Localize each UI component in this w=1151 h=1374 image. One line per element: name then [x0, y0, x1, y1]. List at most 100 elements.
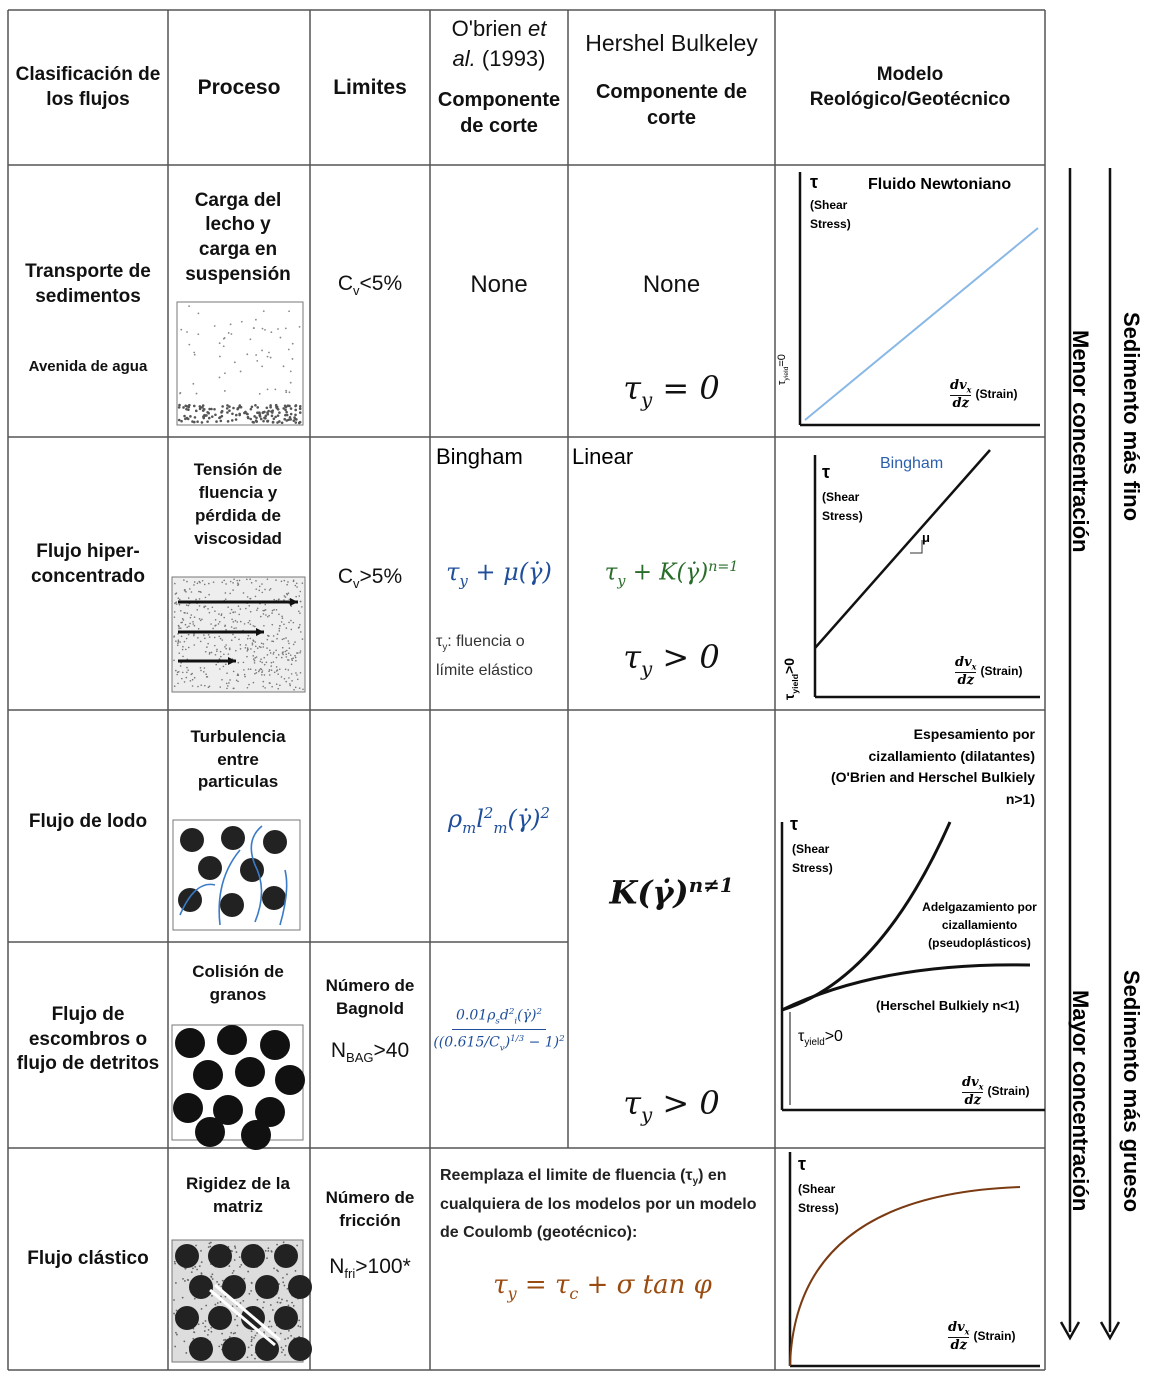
particle [224, 625, 226, 627]
formula: τy + K(γ̇)n=1 [605, 559, 739, 589]
particle [237, 662, 239, 664]
particle [243, 669, 245, 671]
particle [265, 614, 267, 616]
formula-part: 1/3 [510, 1034, 524, 1044]
process-text: Carga del lecho y carga en suspensión [178, 189, 298, 288]
particle [246, 579, 248, 581]
process-text: Colisión de granos [178, 961, 298, 1007]
side-label: Sedimento más grueso [1118, 970, 1144, 1212]
particle [291, 680, 293, 682]
particle [233, 688, 235, 690]
particle [192, 621, 194, 623]
particle [273, 609, 275, 611]
particle [299, 624, 301, 626]
particle [232, 634, 234, 636]
particle [189, 588, 191, 590]
grain [198, 856, 222, 880]
particle [254, 673, 256, 675]
particle [266, 420, 269, 423]
particle [267, 578, 269, 580]
matrix [251, 1336, 253, 1338]
particle [198, 628, 200, 630]
particle [262, 646, 264, 648]
hb-formula: K(γ̇)n≠1 [568, 865, 775, 920]
matrix [263, 1301, 265, 1303]
particle [208, 634, 210, 636]
particle [248, 684, 250, 686]
particle [237, 673, 239, 675]
matrix [236, 1315, 238, 1317]
matrix [277, 1270, 279, 1272]
particle [240, 608, 242, 610]
particle [203, 671, 205, 673]
particle [244, 623, 246, 625]
particle [301, 606, 303, 608]
formula-part: = τ [517, 1270, 570, 1300]
grain [195, 1117, 225, 1147]
matrix [222, 1280, 224, 1282]
matrix [237, 1325, 239, 1327]
matrix [240, 1264, 242, 1266]
particle [285, 637, 287, 639]
particle [230, 323, 232, 325]
particle [194, 581, 196, 583]
obrien-formula: τy + μ(γ̇) [430, 552, 568, 596]
particle [182, 672, 184, 674]
formula-part: yield [790, 674, 800, 694]
particle [177, 642, 179, 644]
particle [290, 413, 293, 416]
particle [276, 666, 278, 668]
matrix [257, 1299, 259, 1301]
particle [254, 404, 257, 407]
particle [275, 579, 277, 581]
particle [285, 653, 287, 655]
grain [175, 1244, 199, 1268]
matrix [184, 1280, 186, 1282]
particle [263, 657, 265, 659]
matrix [250, 1290, 252, 1292]
particle [223, 653, 225, 655]
particle [209, 652, 211, 654]
matrix [276, 1244, 278, 1246]
particle [220, 656, 222, 658]
particle [206, 646, 208, 648]
particle [278, 613, 280, 615]
particle [231, 626, 233, 628]
formula-part: n≠1 [689, 873, 734, 897]
particle [261, 662, 263, 664]
particle [175, 593, 177, 595]
grain [220, 893, 244, 917]
particle [251, 582, 253, 584]
matrix [281, 1347, 283, 1349]
numerator: dvx [948, 1320, 969, 1338]
grain [274, 1244, 298, 1268]
classification: Flujo clástico [8, 1242, 168, 1276]
particle [254, 657, 256, 659]
particle [221, 679, 223, 681]
particle [188, 625, 190, 627]
matrix [242, 1300, 244, 1302]
particle [273, 641, 275, 643]
matrix [173, 1313, 175, 1315]
matrix [199, 1265, 201, 1267]
particle [185, 677, 187, 679]
particle [295, 596, 297, 598]
slope-marker [910, 540, 922, 553]
particle [233, 578, 235, 580]
classification-text: Flujo hiper-concentrado [8, 540, 168, 589]
particle [275, 404, 278, 407]
particle [240, 648, 242, 650]
particle [277, 688, 279, 690]
matrix [251, 1282, 253, 1284]
denominator: dz [962, 1093, 983, 1108]
particle [253, 327, 255, 329]
particle [186, 667, 188, 669]
particle [175, 601, 177, 603]
matrix [218, 1346, 220, 1348]
particle [195, 599, 197, 601]
header-text: Componente de corte [430, 87, 568, 139]
particle [179, 604, 181, 606]
particle [281, 657, 283, 659]
formula-part: Reemplaza el limite de fluencia ( [440, 1167, 685, 1184]
